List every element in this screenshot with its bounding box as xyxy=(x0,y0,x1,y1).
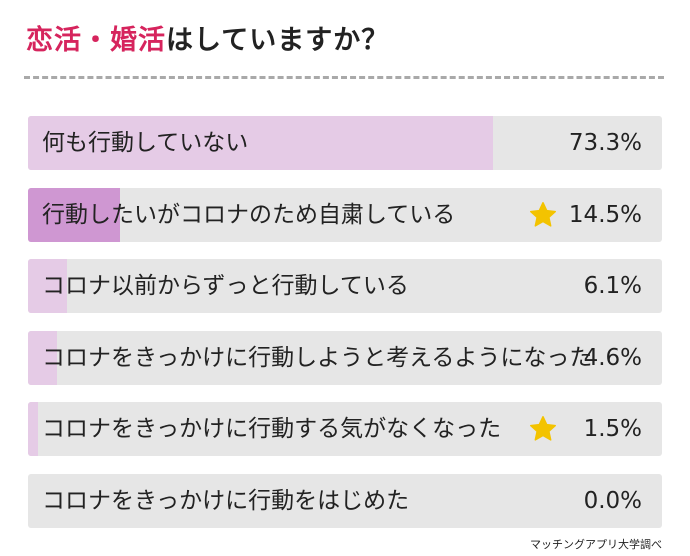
bar-row: コロナをきっかけに行動をはじめた 0.0% xyxy=(28,473,662,528)
bar-label: コロナをきっかけに行動する気がなくなった xyxy=(42,416,502,442)
chart-title: 恋活・婚活はしていますか？ xyxy=(26,18,389,57)
bar-fill xyxy=(28,330,58,385)
bar-fill xyxy=(28,402,38,456)
bar-row: コロナをきっかけに行動しようと考えるようになった 4.6% xyxy=(28,330,662,385)
source-note: マッチングアプリ大学調べ xyxy=(530,538,662,551)
bar-fill xyxy=(28,187,120,242)
title-accent: 恋活・婚活 xyxy=(26,25,166,56)
dashed-divider xyxy=(24,76,664,79)
bar-value: 14.5% xyxy=(568,201,642,228)
star-icon xyxy=(530,416,556,441)
bar-value: 4.6% xyxy=(583,344,642,371)
bar-value: 1.5% xyxy=(583,416,642,442)
bar-row: 何も行動していない 73.3% xyxy=(28,116,662,170)
bar-label: コロナをきっかけに行動をはじめた xyxy=(42,487,410,514)
bar-row: コロナ以前からずっと行動している 6.1% xyxy=(28,259,662,313)
bar-label: 何も行動していない xyxy=(42,130,249,156)
bar-value: 73.3% xyxy=(568,130,642,156)
bar-value: 6.1% xyxy=(583,273,642,299)
bar-fill xyxy=(28,259,67,313)
star-icon xyxy=(530,201,556,227)
bar-fill xyxy=(28,116,493,170)
bar-value: 0.0% xyxy=(583,487,642,514)
title-rest: はしていますか？ xyxy=(166,25,390,56)
bar-label: コロナ以前からずっと行動している xyxy=(42,273,409,299)
bar-label: 行動したいがコロナのため自粛している xyxy=(42,201,456,228)
bar-row: コロナをきっかけに行動する気がなくなった 1.5% xyxy=(28,402,662,456)
bar-label: コロナをきっかけに行動しようと考えるようになった xyxy=(42,344,593,371)
bar-row: 行動したいがコロナのため自粛している 14.5% xyxy=(28,187,662,242)
